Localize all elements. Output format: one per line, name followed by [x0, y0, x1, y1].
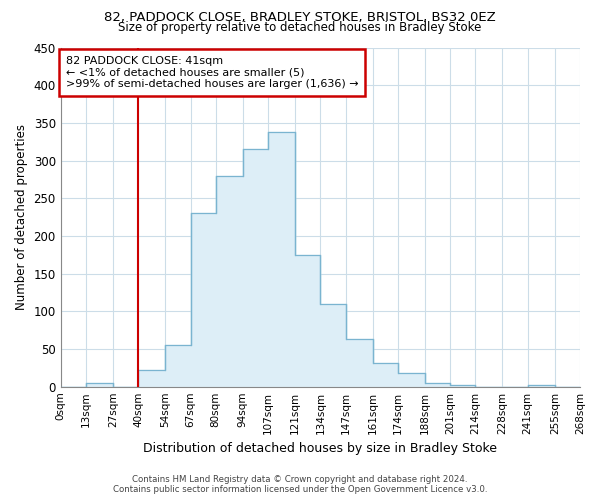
Text: 82, PADDOCK CLOSE, BRADLEY STOKE, BRISTOL, BS32 0EZ: 82, PADDOCK CLOSE, BRADLEY STOKE, BRISTO… — [104, 11, 496, 24]
X-axis label: Distribution of detached houses by size in Bradley Stoke: Distribution of detached houses by size … — [143, 442, 497, 455]
Text: Contains HM Land Registry data © Crown copyright and database right 2024.
Contai: Contains HM Land Registry data © Crown c… — [113, 474, 487, 494]
Y-axis label: Number of detached properties: Number of detached properties — [15, 124, 28, 310]
Text: 82 PADDOCK CLOSE: 41sqm
← <1% of detached houses are smaller (5)
>99% of semi-de: 82 PADDOCK CLOSE: 41sqm ← <1% of detache… — [66, 56, 358, 89]
Text: Size of property relative to detached houses in Bradley Stoke: Size of property relative to detached ho… — [118, 21, 482, 34]
